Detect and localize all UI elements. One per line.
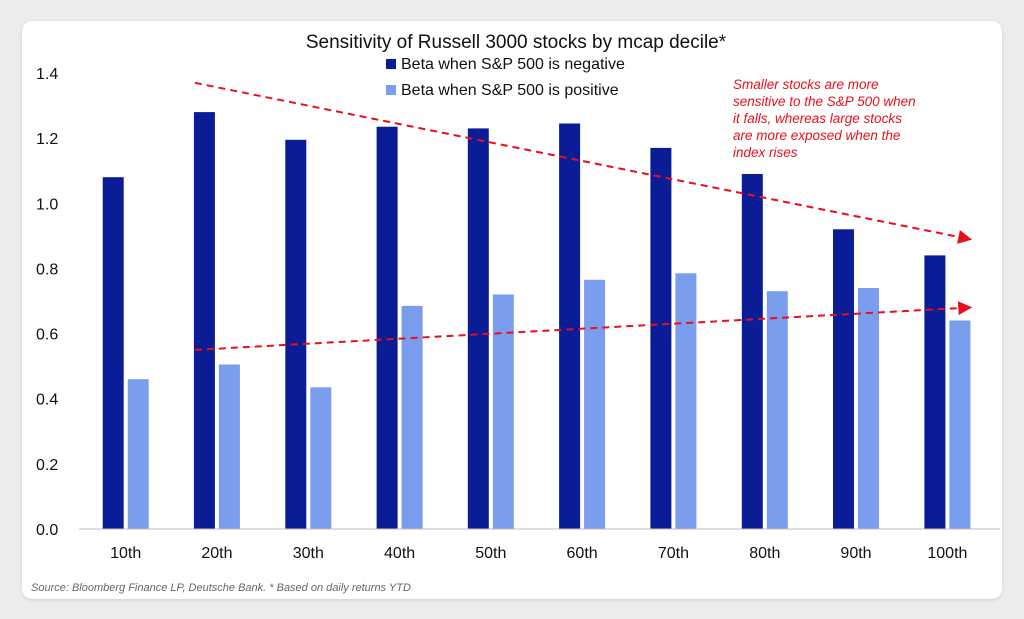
bar-negative-50th: [467, 128, 489, 529]
x-axis: 10th 20th 30th 40th 50th 60th 70th 80th 90th 100t…: [110, 545, 967, 562]
x-tick-label: 80th: [749, 545, 780, 562]
x-tick-label: 50th: [475, 545, 506, 562]
bar-negative-80th: [741, 174, 763, 529]
annotation: Smaller stocks are more sensitive to the …: [733, 77, 916, 160]
x-tick-label: 60th: [567, 545, 598, 562]
bar-positive-60th: [584, 279, 606, 529]
trend-arrow-rising: [194, 301, 973, 351]
bar-positive-30th: [310, 387, 332, 529]
chart-title: Sensitivity of Russell 3000 stocks by mc…: [306, 32, 727, 53]
x-tick-label: 20th: [201, 545, 232, 562]
bar-negative-60th: [559, 123, 581, 529]
y-tick-label: 0.2: [36, 457, 58, 474]
bar-positive-90th: [858, 288, 879, 529]
bar-positive-40th: [401, 305, 423, 529]
y-tick-label: 1.2: [36, 131, 58, 148]
bar-negative-100th: [924, 255, 946, 529]
y-tick-label: 1.4: [36, 66, 58, 83]
chart-card: Sensitivity of Russell 3000 stocks by mc…: [22, 21, 1002, 599]
annotation-line: Smaller stocks are more: [733, 77, 879, 92]
chart-canvas: Sensitivity of Russell 3000 stocks by mc…: [36, 32, 1000, 562]
legend-label: Beta when S&P 500 is negative: [401, 56, 625, 73]
legend: Beta when S&P 500 is negative Beta when S…: [386, 56, 625, 99]
bar-negative-70th: [650, 147, 672, 529]
y-tick-label: 0.0: [36, 522, 58, 539]
bar-positive-80th: [766, 291, 788, 529]
x-tick-label: 90th: [840, 545, 871, 562]
legend-swatch: [386, 85, 396, 95]
bars: [102, 112, 971, 530]
legend-label: Beta when S&P 500 is positive: [401, 82, 619, 99]
bar-negative-30th: [285, 139, 307, 530]
annotation-line: index rises: [733, 145, 798, 160]
bar-negative-40th: [376, 126, 398, 529]
y-tick-label: 0.8: [36, 261, 58, 278]
bar-positive-50th: [492, 294, 514, 529]
annotation-line: are more exposed when the: [733, 128, 900, 143]
bar-positive-20th: [218, 364, 240, 529]
legend-swatch: [386, 59, 396, 69]
bar-negative-90th: [833, 229, 854, 530]
x-tick-label: 70th: [658, 545, 689, 562]
source-note: Source: Bloomberg Finance LP, Deutsche B…: [31, 582, 411, 594]
y-axis: 0.0 0.2 0.4 0.6 0.8 1.0 1.2 1.4: [36, 66, 58, 539]
y-tick-label: 0.6: [36, 327, 58, 344]
bar-positive-100th: [949, 320, 971, 529]
annotation-line: sensitive to the S&P 500 when: [733, 94, 916, 109]
x-tick-label: 30th: [293, 545, 324, 562]
bar-positive-10th: [127, 379, 149, 529]
x-tick-label: 100th: [927, 545, 967, 562]
x-tick-label: 10th: [110, 545, 141, 562]
annotation-line: it falls, whereas large stocks: [733, 111, 902, 126]
bar-negative-10th: [102, 177, 124, 529]
x-tick-label: 40th: [384, 545, 415, 562]
bar-positive-70th: [675, 273, 697, 529]
y-tick-label: 1.0: [36, 196, 58, 213]
y-tick-label: 0.4: [36, 392, 58, 409]
trend-lines: [194, 81, 973, 351]
bar-negative-20th: [193, 112, 215, 529]
